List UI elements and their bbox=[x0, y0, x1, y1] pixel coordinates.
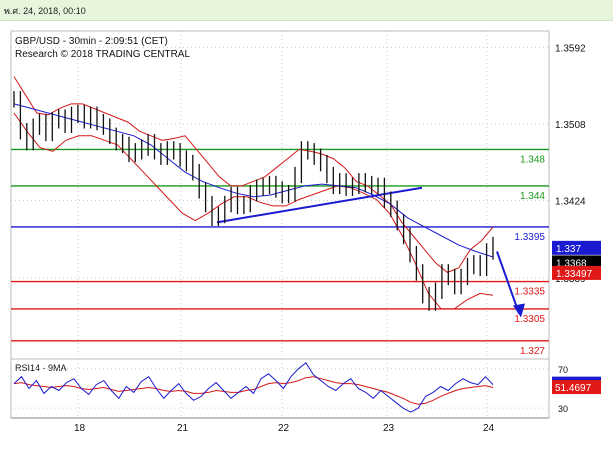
timestamp-bar: พ.ศ. 24, 2018, 00:10 bbox=[0, 0, 613, 21]
level-label: 1.3305 bbox=[514, 314, 545, 325]
level-label: 1.327 bbox=[520, 346, 545, 357]
x-tick-label: 24 bbox=[483, 423, 495, 434]
level-label: 1.3335 bbox=[514, 287, 545, 298]
x-tick-label: 18 bbox=[74, 423, 86, 434]
x-tick-label: 23 bbox=[383, 423, 395, 434]
moving-average-line bbox=[13, 103, 494, 258]
price-badge bbox=[552, 240, 601, 255]
level-label: 1.348 bbox=[520, 154, 545, 165]
rsi-tick-label: 30 bbox=[558, 404, 568, 414]
rsi-plot-frame bbox=[10, 358, 550, 419]
level-label: 1.344 bbox=[520, 191, 545, 202]
rsi-title: RSI14 - 9MA bbox=[15, 363, 67, 373]
trendline bbox=[216, 186, 423, 224]
x-tick-label: 21 bbox=[177, 423, 189, 434]
projection-arrow-head bbox=[513, 303, 525, 318]
rsi-badge-label: 51.4697 bbox=[555, 383, 592, 394]
price-badge bbox=[552, 265, 601, 280]
rsi-badge bbox=[552, 380, 601, 395]
price-badge-label: 1.337 bbox=[556, 244, 581, 255]
y-tick-label: 1.3508 bbox=[555, 120, 586, 131]
y-tick-label: 1.3424 bbox=[555, 196, 586, 207]
price-badge-label: 1.33497 bbox=[556, 269, 593, 280]
rsi-tick-label: 70 bbox=[558, 365, 568, 375]
chart-subtitle: Research © 2018 TRADING CENTRAL bbox=[15, 49, 190, 60]
rsi-line bbox=[13, 362, 494, 413]
price-badge-label: 1.3368 bbox=[556, 258, 587, 269]
timestamp-label: พ.ศ. 24, 2018, 00:10 bbox=[4, 6, 86, 16]
y-tick-label: 1.3592 bbox=[555, 43, 586, 54]
rsi-ma-line bbox=[13, 376, 494, 405]
price-plot-frame bbox=[10, 30, 550, 360]
projection-arrow-shaft bbox=[496, 251, 520, 314]
chart-title: GBP/USD - 30min - 2:09:51 (CET) bbox=[15, 36, 168, 47]
upper-band-line bbox=[13, 76, 494, 273]
level-label: 1.3395 bbox=[514, 232, 545, 243]
x-tick-label: 22 bbox=[278, 423, 290, 434]
lower-band-line bbox=[13, 112, 494, 310]
